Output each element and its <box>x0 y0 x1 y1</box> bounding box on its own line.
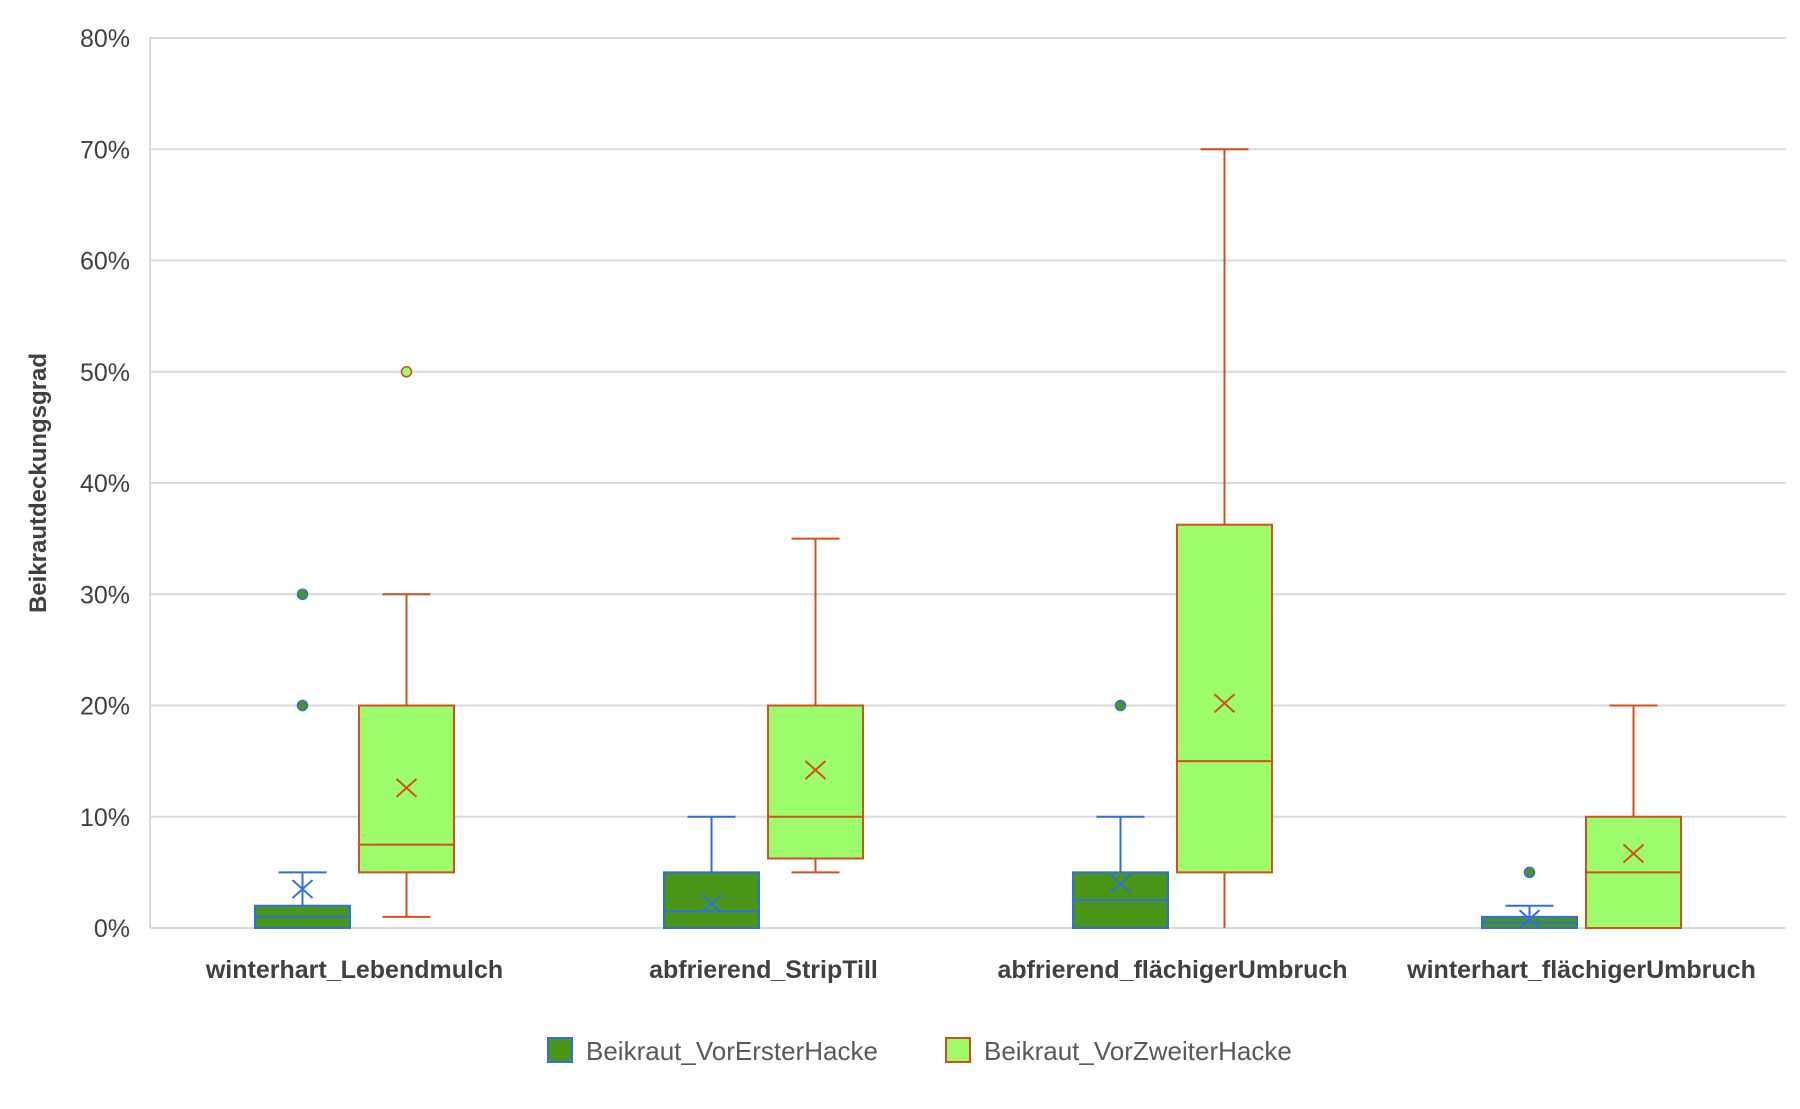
box-vor-zweiter-hacke <box>1585 704 1682 929</box>
mean-marker <box>1213 693 1236 714</box>
y-tick-label: 10% <box>80 804 130 832</box>
mean-marker <box>804 760 827 780</box>
outlier-point <box>1523 866 1536 879</box>
box-vor-erster-hacke <box>663 815 760 929</box>
y-tick-label: 50% <box>80 359 130 387</box>
y-axis-ticks: 0% 10% 20% 30% 40% 50% 60% 70% 80% <box>80 25 130 943</box>
mean-marker <box>1622 843 1645 864</box>
mean-marker <box>1109 873 1132 894</box>
category-label: winterhart_Lebendmulch <box>205 956 503 984</box>
box-vor-zweiter-hacke <box>767 537 864 874</box>
category-label: winterhart_flächigerUmbruch <box>1406 956 1756 984</box>
mean-marker <box>291 879 314 899</box>
legend-swatch <box>547 1037 573 1063</box>
y-tick-label: 80% <box>80 25 130 53</box>
y-tick-label: 40% <box>80 470 130 498</box>
outlier-point <box>296 588 309 600</box>
legend: Beikraut_VorErsterHacke Beikraut_VorZweit… <box>547 1036 1292 1066</box>
iqr-box <box>767 704 864 860</box>
box-vor-zweiter-hacke <box>358 366 455 918</box>
box-vor-erster-hacke <box>1072 699 1169 929</box>
category-label: abfrierend_flächigerUmbruch <box>997 956 1347 984</box>
box-vor-erster-hacke <box>1481 866 1578 929</box>
box-vor-zweiter-hacke <box>1176 148 1273 928</box>
mean-marker <box>1518 909 1541 929</box>
outlier-point <box>296 699 309 712</box>
y-tick-label: 30% <box>80 581 130 609</box>
outlier-point <box>400 366 413 378</box>
boxes <box>254 148 1682 929</box>
y-tick-label: 20% <box>80 693 130 721</box>
y-tick-label: 60% <box>80 248 130 276</box>
y-tick-label: 70% <box>80 136 130 164</box>
legend-label: Beikraut_VorZweiterHacke <box>984 1036 1292 1066</box>
iqr-box <box>663 871 760 929</box>
category-labels: winterhart_Lebendmulch abfrierend_StripTi… <box>205 956 1756 984</box>
y-axis-label: Beikrautdeckungsgrad <box>25 353 52 613</box>
legend-swatch <box>945 1037 971 1063</box>
outlier-point <box>1114 699 1127 712</box>
legend-label: Beikraut_VorErsterHacke <box>586 1036 878 1066</box>
category-label: abfrierend_StripTill <box>649 956 878 984</box>
mean-marker <box>700 893 723 914</box>
box-vor-erster-hacke <box>254 588 351 929</box>
y-tick-label: 0% <box>94 915 130 943</box>
iqr-box <box>1176 523 1273 874</box>
mean-marker <box>395 778 418 798</box>
